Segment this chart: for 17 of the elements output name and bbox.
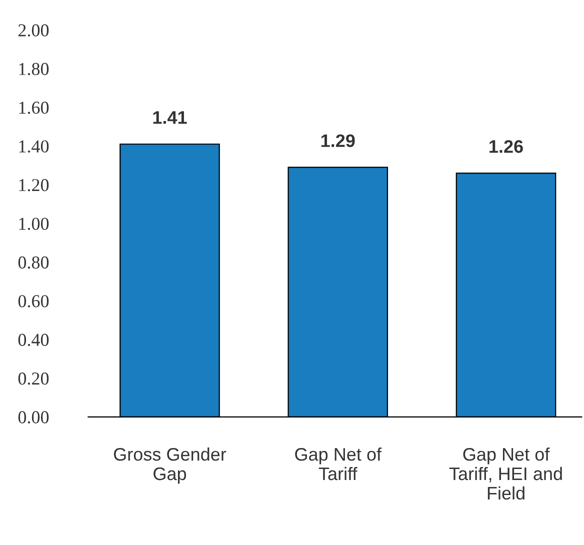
y-tick-label: 0.60 xyxy=(18,295,49,308)
y-tick-label: 0.20 xyxy=(18,372,49,385)
y-tick-label: 1.80 xyxy=(19,62,49,76)
y-tick-label: 1.20 xyxy=(19,179,49,192)
y-tick-label: 1.60 xyxy=(19,102,49,114)
x-tick-label: Gap Net of Tariff, HEI and Field xyxy=(449,448,562,500)
y-tick-label: 1.40 xyxy=(19,140,49,153)
data-label: 1.41 xyxy=(153,111,187,124)
x-tick-label: Gap Net of Tariff xyxy=(295,448,382,480)
y-tick-label: 0.80 xyxy=(18,256,49,269)
data-label: 1.29 xyxy=(321,134,355,148)
x-tick-label: Gross Gender Gap xyxy=(114,447,226,484)
y-tick-label: 1.00 xyxy=(19,218,49,230)
data-label: 1.26 xyxy=(490,140,523,153)
y-tick-label: 2.00 xyxy=(18,24,49,36)
y-tick-label: 0.00 xyxy=(18,411,49,424)
y-tick-label: 0.40 xyxy=(18,334,49,346)
